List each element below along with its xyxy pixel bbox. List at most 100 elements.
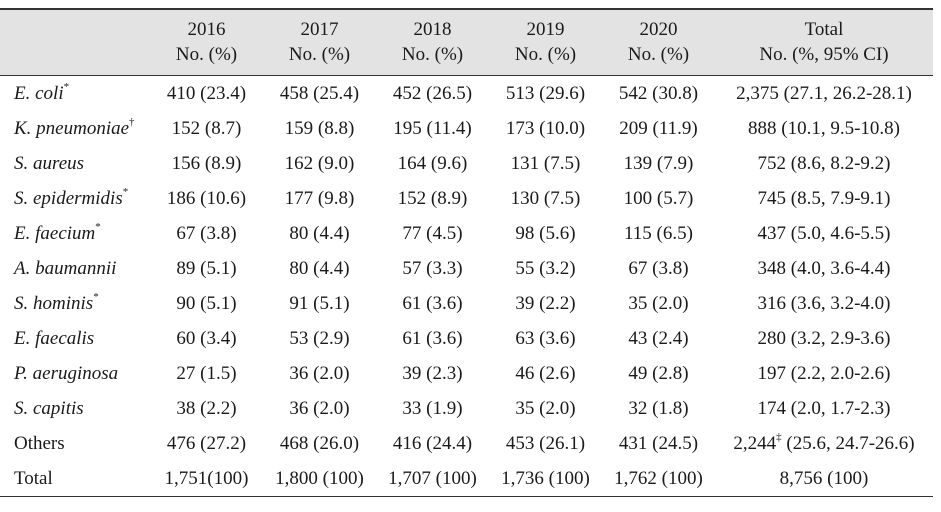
year-value-cell: 1,762 (100) — [602, 461, 715, 497]
organism-name-cell: E. faecalis — [0, 321, 150, 356]
total-value: 197 (2.2, 2.0-2.6) — [757, 363, 891, 384]
header-year: 2016 — [187, 19, 226, 40]
total-value-cell: 2,375 (27.1, 26.2-28.1) — [715, 76, 933, 112]
header-2020: 2020 No. (%) — [602, 8, 715, 76]
organism-name: Total — [14, 468, 53, 489]
year-value-cell: 57 (3.3) — [402, 258, 463, 279]
total-value: 348 (4.0, 3.6-4.4) — [757, 258, 891, 279]
year-value-cell: 38 (2.2) — [176, 398, 237, 419]
total-value: 437 (5.0, 4.6-5.5) — [757, 223, 891, 244]
year-value-cell: 139 (7.9) — [623, 153, 694, 174]
total-value: 745 (8.5, 7.9-9.1) — [757, 188, 891, 209]
header-unit: No. (%) — [401, 44, 464, 65]
year-value-cell: 159 (8.8) — [284, 118, 355, 139]
table-header: 2016 No. (%) 2017 No. (%) 2018 No. (%) 2019… — [0, 8, 933, 76]
year-value-cell: 1,707 (100) — [376, 461, 489, 497]
footnote-mark: * — [93, 290, 99, 303]
year-value-cell: 152 (8.7) — [171, 118, 242, 139]
total-value: 174 (2.0, 1.7-2.3) — [757, 398, 891, 419]
year-value-cell: 39 (2.3) — [402, 363, 463, 384]
header-2018: 2018 No. (%) — [376, 8, 489, 76]
header-2016: 2016 No. (%) — [150, 8, 263, 76]
year-value-cell: 1,800 (100) — [263, 461, 376, 497]
year-value-cell: 32 (1.8) — [628, 398, 689, 419]
total-value: 2,375 (27.1, 26.2-28.1) — [736, 83, 912, 104]
table-row: S. aureus 156 (8.9) 162 (9.0) 164 (9.6) 131 … — [0, 146, 933, 181]
year-value-cell: 152 (8.9) — [397, 188, 468, 209]
total-value-cell: 316 (3.6, 3.2-4.0) — [715, 286, 933, 321]
organism-table: 2016 No. (%) 2017 No. (%) 2018 No. (%) 2019… — [0, 8, 933, 497]
total-value-cell: 888 (10.1, 9.5-10.8) — [715, 111, 933, 146]
year-value-cell: 458 (25.4) — [279, 83, 360, 104]
year-value-cell: 60 (3.4) — [176, 328, 237, 349]
footnote-mark: * — [63, 80, 70, 93]
table-row: S. capitis 38 (2.2) 36 (2.0) 33 (1.9) 35 (2.… — [0, 391, 933, 426]
header-total: Total No. (%, 95% CI) — [715, 8, 933, 76]
year-value-cell: 156 (8.9) — [171, 153, 242, 174]
year-value-cell: 164 (9.6) — [397, 153, 468, 174]
year-value-cell: 513 (29.6) — [505, 83, 586, 104]
header-year: 2018 — [413, 19, 452, 40]
total-value: 280 (3.2, 2.9-3.6) — [757, 328, 891, 349]
year-value-cell: 1,736 (100) — [489, 461, 602, 497]
total-value: 2,244 — [733, 433, 777, 454]
year-value-cell: 452 (26.5) — [392, 83, 473, 104]
organism-name-cell: Others — [0, 426, 150, 461]
year-value-cell: 209 (11.9) — [619, 118, 698, 139]
organism-name-cell: Total — [0, 461, 150, 497]
organism-name: S. epidermidis — [14, 188, 123, 209]
table-row: Total 1,751(100) 1,800 (100) 1,707 (100) 1,7… — [0, 461, 933, 497]
organism-name-cell: K. pneumoniae† — [0, 111, 150, 146]
footnote-mark: * — [95, 220, 101, 233]
table-row: A. baumannii 89 (5.1) 80 (4.4) 57 (3.3) 55 (… — [0, 251, 933, 286]
organism-name-cell: P. aeruginosa — [0, 356, 150, 391]
organism-name: Others — [14, 433, 65, 454]
year-value-cell: 542 (30.8) — [618, 83, 699, 104]
total-value-cell: 348 (4.0, 3.6-4.4) — [715, 251, 933, 286]
footnote-mark: ‡ — [776, 430, 782, 443]
year-value-cell: 49 (2.8) — [628, 363, 689, 384]
year-value-cell: 162 (9.0) — [284, 153, 355, 174]
year-value-cell: 33 (1.9) — [402, 398, 463, 419]
year-value-cell: 453 (26.1) — [505, 433, 586, 454]
table-row: Others 476 (27.2) 468 (26.0) 416 (24.4) 453 … — [0, 426, 933, 461]
table-row: K. pneumoniae† 152 (8.7) 159 (8.8) 195 (11.… — [0, 111, 933, 146]
organism-name: S. aureus — [14, 153, 85, 174]
total-value-cell: 280 (3.2, 2.9-3.6) — [715, 321, 933, 356]
year-value-cell: 77 (4.5) — [402, 223, 463, 244]
year-value-cell: 195 (11.4) — [393, 118, 472, 139]
header-year: 2017 — [300, 19, 339, 40]
table-row: E. faecium* 67 (3.8) 80 (4.4) 77 (4.5) 98 (5… — [0, 216, 933, 251]
header-unit: No. (%) — [627, 44, 690, 65]
organism-name-cell: E. faecium* — [0, 216, 150, 251]
year-value-cell: 131 (7.5) — [510, 153, 581, 174]
total-value-cell: 752 (8.6, 8.2-9.2) — [715, 146, 933, 181]
header-unit: No. (%) — [288, 44, 351, 65]
organism-name: P. aeruginosa — [14, 363, 119, 384]
year-value-cell: 43 (2.4) — [628, 328, 689, 349]
total-value-cell: 174 (2.0, 1.7-2.3) — [715, 391, 933, 426]
organism-name-cell: S. epidermidis* — [0, 181, 150, 216]
header-unit: No. (%) — [514, 44, 577, 65]
header-year: 2020 — [639, 19, 678, 40]
organism-name: S. hominis — [14, 293, 94, 314]
table-row: S. hominis* 90 (5.1) 91 (5.1) 61 (3.6) 39 (2… — [0, 286, 933, 321]
organism-name: E. faecalis — [14, 328, 95, 349]
year-value-cell: 89 (5.1) — [176, 258, 237, 279]
total-value: 316 (3.6, 3.2-4.0) — [757, 293, 891, 314]
organism-name: E. faecium — [14, 223, 96, 244]
total-value-cell: 2,244‡ (25.6, 24.7-26.6) — [715, 426, 933, 461]
year-value-cell: 177 (9.8) — [284, 188, 355, 209]
total-value: 888 (10.1, 9.5-10.8) — [748, 118, 900, 139]
header-2017: 2017 No. (%) — [263, 8, 376, 76]
total-value-rest: (25.6, 24.7-26.6) — [781, 433, 915, 454]
organism-name: K. pneumoniae — [14, 118, 130, 139]
header-year: Total — [804, 19, 844, 40]
header-2019: 2019 No. (%) — [489, 8, 602, 76]
table-body: E. coli* 410 (23.4) 458 (25.4) 452 (26.5) 51… — [0, 76, 933, 497]
year-value-cell: 61 (3.6) — [402, 293, 463, 314]
year-value-cell: 35 (2.0) — [628, 293, 689, 314]
organism-name: A. baumannii — [14, 258, 117, 279]
year-value-cell: 100 (5.7) — [623, 188, 694, 209]
